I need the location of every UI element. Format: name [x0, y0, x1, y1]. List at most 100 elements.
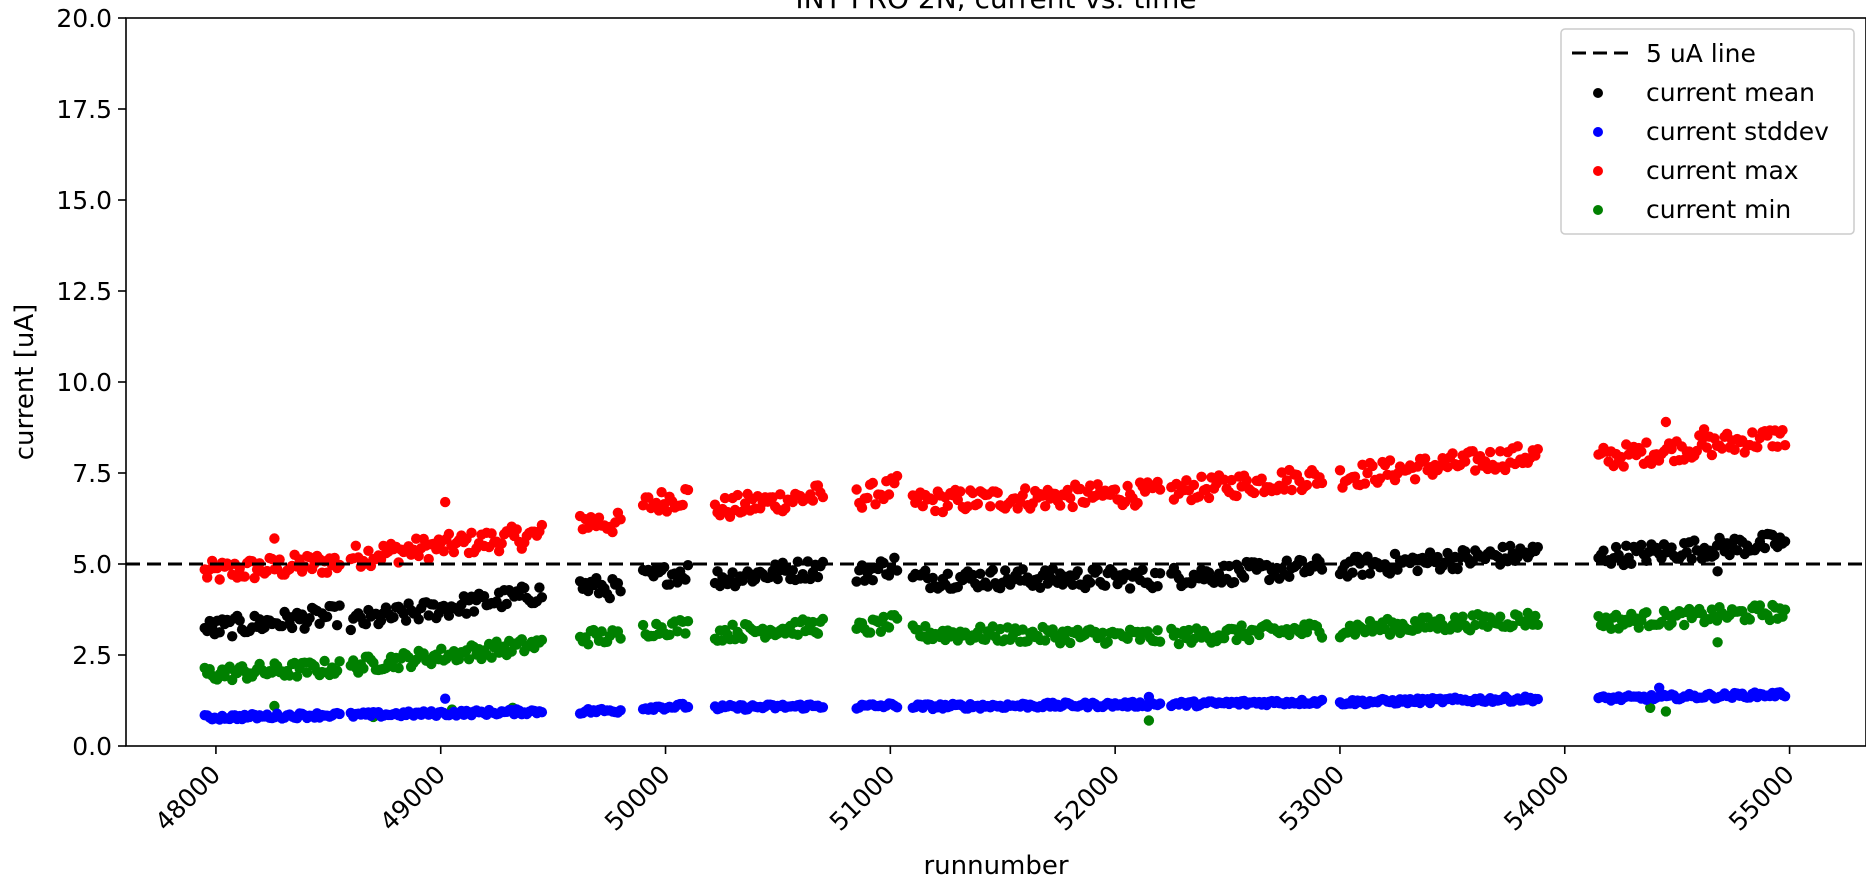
point-max: [1196, 471, 1207, 482]
point-max: [682, 484, 694, 496]
point-stddev: [334, 708, 345, 720]
point-max: [1203, 492, 1215, 504]
point-max: [775, 489, 786, 500]
point-max: [1409, 474, 1421, 485]
point-mean: [664, 579, 675, 590]
point-mean: [975, 568, 986, 579]
point-mean: [1724, 549, 1735, 561]
point-mean: [1392, 564, 1403, 575]
point-max: [1698, 424, 1710, 435]
point-stddev: [1143, 691, 1155, 703]
point-max: [593, 512, 605, 523]
y-tick-label: 0.0: [72, 732, 112, 761]
point-mean: [413, 614, 424, 625]
point-stddev: [615, 705, 626, 716]
point-mean: [1137, 564, 1148, 575]
legend-label-current-stddev: current stddev: [1646, 117, 1829, 146]
point-max: [274, 554, 285, 565]
point-mean: [1666, 542, 1677, 553]
point-mean: [321, 611, 333, 622]
point-mean: [534, 582, 545, 593]
legend-marker-current-max: [1593, 166, 1603, 176]
point-max: [234, 563, 245, 574]
point-max: [1618, 461, 1629, 472]
point-mean: [1626, 558, 1637, 569]
point-mean: [1213, 568, 1225, 579]
point-min: [883, 622, 895, 633]
point-max: [1701, 442, 1713, 453]
point-mean: [1284, 571, 1295, 582]
point-stddev: [1316, 694, 1328, 706]
point-mean: [1017, 564, 1028, 575]
point-max: [972, 498, 983, 509]
point-min: [1495, 611, 1506, 622]
y-tick-label: 12.5: [56, 277, 112, 306]
point-mean: [927, 572, 938, 584]
point-stddev: [682, 701, 694, 713]
legend-marker-current-mean: [1593, 88, 1603, 98]
point-max: [1752, 442, 1763, 453]
point-mean: [286, 622, 298, 634]
point-max: [411, 533, 422, 544]
point-stddev: [891, 702, 903, 713]
point-mean: [1228, 577, 1240, 588]
point-max: [321, 567, 333, 578]
point-min: [737, 633, 748, 644]
point-min: [1605, 623, 1617, 634]
point-min: [812, 628, 824, 639]
series-current-max: [199, 416, 1791, 585]
point-max: [1777, 425, 1788, 436]
point-max: [942, 500, 953, 511]
point-max: [1641, 437, 1652, 448]
point-max: [1040, 501, 1051, 512]
point-min: [1679, 619, 1690, 631]
point-max: [985, 501, 996, 512]
point-min: [1779, 604, 1791, 615]
point-max: [883, 489, 895, 500]
point-min: [319, 655, 330, 667]
point-max: [870, 499, 881, 510]
point-max: [1109, 484, 1121, 495]
point-max: [1779, 440, 1791, 451]
point-min: [583, 639, 594, 650]
point-min: [682, 616, 694, 627]
point-mean: [388, 612, 399, 623]
point-mean: [812, 571, 824, 583]
point-mean: [1072, 566, 1083, 577]
y-tick-label: 20.0: [56, 4, 112, 33]
point-mean: [604, 593, 615, 604]
point-min: [1712, 637, 1723, 648]
point-max: [732, 489, 743, 501]
point-max: [1249, 487, 1260, 499]
y-axis-label: current [uA]: [10, 304, 40, 461]
point-min: [291, 671, 303, 682]
point-min: [1660, 706, 1672, 717]
point-max: [1384, 455, 1396, 466]
point-min: [864, 627, 876, 638]
point-mean: [468, 606, 480, 617]
point-max: [496, 538, 507, 549]
point-min: [817, 613, 829, 625]
point-max: [1181, 475, 1192, 486]
point-max: [807, 495, 819, 506]
point-min: [1641, 607, 1652, 618]
point-max: [393, 557, 404, 568]
point-mean: [443, 610, 455, 621]
point-max: [1512, 441, 1523, 452]
point-mean: [234, 615, 245, 626]
point-min: [1173, 638, 1185, 650]
point-min: [1065, 637, 1076, 649]
point-mean: [400, 615, 412, 626]
point-max: [1281, 475, 1293, 486]
point-max: [1218, 474, 1230, 485]
point-min: [1711, 615, 1723, 626]
point-mean: [772, 573, 783, 585]
point-min: [680, 628, 691, 639]
point-max: [536, 519, 548, 531]
point-max: [1122, 480, 1133, 492]
point-mean: [1759, 542, 1771, 554]
point-min: [334, 656, 345, 667]
legend: 5 uA line current mean current stddev cu…: [1560, 28, 1855, 235]
point-mean: [1238, 572, 1250, 583]
point-max: [269, 533, 280, 544]
